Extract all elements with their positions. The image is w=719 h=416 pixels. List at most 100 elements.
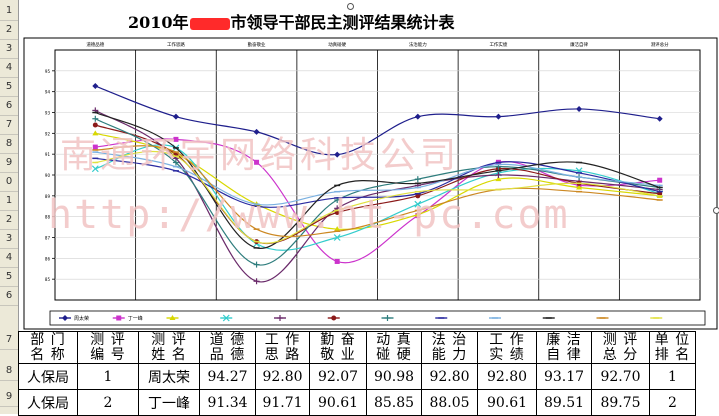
y-tick-label: 86 <box>45 256 51 261</box>
row-divider <box>0 77 18 78</box>
table-cell[interactable]: 90.61 <box>477 389 537 416</box>
series-0-point <box>656 115 663 122</box>
table-cell[interactable]: 92.80 <box>421 363 478 390</box>
series-0-point <box>62 315 68 321</box>
table-cell[interactable]: 88.05 <box>421 389 478 416</box>
y-tick-label: 89 <box>45 194 51 199</box>
row-number[interactable]: 6 <box>5 100 13 111</box>
series-3-point <box>222 314 230 322</box>
table-cell[interactable]: 92.07 <box>309 363 367 390</box>
row-number[interactable]: 8 <box>5 365 13 376</box>
series-7-line <box>95 157 660 208</box>
category-label: 法治能力 <box>409 41 427 48</box>
row-number[interactable]: 7 <box>5 334 13 345</box>
row-divider <box>0 115 18 116</box>
column-header[interactable]: 工 作实 绩 <box>477 331 537 364</box>
column-header[interactable]: 勤 奋敬 业 <box>309 331 367 364</box>
y-tick-label: 88 <box>45 215 51 220</box>
series-0-point <box>495 113 502 120</box>
title-prefix: 2010年 <box>128 13 189 32</box>
series-8-line <box>95 151 660 206</box>
row-number[interactable]: 0 <box>5 176 13 187</box>
table-row: 人保局 2 丁一峰 91.34 91.71 90.61 85.85 88.05 90.61 89.… <box>18 389 696 416</box>
column-header[interactable]: 测 评姓 名 <box>138 331 200 364</box>
column-header[interactable]: 测 评总 分 <box>591 331 650 364</box>
table-cell[interactable]: 人保局 <box>18 389 78 416</box>
table-cell[interactable]: 周太荣 <box>138 363 200 390</box>
y-tick-label: 85 <box>45 277 51 282</box>
row-divider <box>0 134 18 135</box>
table-cell[interactable]: 89.75 <box>591 389 650 416</box>
table-cell[interactable]: 89.51 <box>536 389 592 416</box>
y-tick-label: 93 <box>45 111 51 116</box>
row-header[interactable]: 1 2 3 4 5 6 7 8 9 0 1 2 3 4 5 6 7 8 9 <box>0 0 19 414</box>
row-divider <box>0 58 18 59</box>
row-divider <box>0 380 18 381</box>
row-number[interactable]: 1 <box>5 195 13 206</box>
row-number[interactable]: 2 <box>5 214 13 225</box>
table-cell[interactable]: 92.80 <box>477 363 537 390</box>
table-cell[interactable]: 92.80 <box>255 363 310 390</box>
row-number[interactable]: 4 <box>5 62 13 73</box>
series-0-line <box>95 85 660 156</box>
column-header[interactable]: 测 评编 号 <box>77 331 139 364</box>
series-0-point <box>576 105 583 112</box>
table-cell[interactable]: 2 <box>77 389 139 416</box>
table-cell[interactable]: 91.34 <box>199 389 256 416</box>
row-number[interactable]: 6 <box>5 290 13 301</box>
table-cell[interactable]: 91.71 <box>255 389 310 416</box>
legend-label: 丁一峰 <box>128 315 143 322</box>
row-number[interactable]: 9 <box>5 157 13 168</box>
table-cell[interactable]: 人保局 <box>18 363 78 390</box>
table-cell[interactable]: 94.27 <box>199 363 256 390</box>
row-divider <box>0 229 18 230</box>
series-3-line <box>95 144 660 251</box>
chart-resize-handle[interactable] <box>347 3 354 10</box>
row-number[interactable]: 2 <box>5 24 13 35</box>
column-header[interactable]: 部 门名 称 <box>18 331 78 364</box>
table-cell[interactable]: 90.98 <box>366 363 422 390</box>
row-divider <box>0 349 18 350</box>
y-tick-label: 94 <box>45 90 51 95</box>
column-header[interactable]: 廉 洁自 律 <box>536 331 592 364</box>
column-header[interactable]: 单 位排 名 <box>649 331 696 364</box>
table-cell[interactable]: 90.61 <box>309 389 367 416</box>
row-number[interactable]: 4 <box>5 252 13 263</box>
chart-resize-handle[interactable] <box>713 207 719 214</box>
table-cell[interactable]: 1 <box>77 363 139 390</box>
column-header[interactable]: 动 真碰 硬 <box>366 331 422 364</box>
y-tick-label: 87 <box>45 236 51 241</box>
title-suffix: 市领导干部民主测评结果统计表 <box>230 13 455 32</box>
column-header[interactable]: 法 治能 力 <box>421 331 478 364</box>
chart-area[interactable]: 85 86 87 88 89 90 91 92 93 94 95 道德品德 工作思路 勤奋敬业 动真碰硬 法治… <box>18 0 719 331</box>
chart-frame <box>23 37 718 330</box>
row-divider <box>0 406 18 407</box>
row-number[interactable]: 3 <box>5 43 13 54</box>
row-divider <box>0 210 18 211</box>
table-cell[interactable]: 85.85 <box>366 389 422 416</box>
row-number[interactable]: 5 <box>5 271 13 282</box>
category-label: 工作实绩 <box>489 41 507 48</box>
y-tick-label: 90 <box>45 173 51 178</box>
table-cell[interactable]: 92.70 <box>591 363 650 390</box>
row-number[interactable]: 9 <box>5 391 13 402</box>
table-cell[interactable]: 93.17 <box>536 363 592 390</box>
row-number[interactable]: 5 <box>5 81 13 92</box>
series-3-point <box>91 165 99 173</box>
table-cell[interactable]: 1 <box>649 363 696 390</box>
y-tick-label: 91 <box>45 152 51 157</box>
row-divider <box>0 286 18 287</box>
row-number[interactable]: 8 <box>5 138 13 149</box>
row-number[interactable]: 7 <box>5 119 13 130</box>
table-cell[interactable]: 2 <box>649 389 696 416</box>
row-number[interactable]: 1 <box>5 5 13 16</box>
series-0-point <box>253 128 260 135</box>
y-tick-label: 92 <box>45 131 51 136</box>
row-divider <box>0 20 18 21</box>
series-0-point <box>92 83 99 90</box>
column-header[interactable]: 工 作思 路 <box>255 331 310 364</box>
row-number[interactable]: 3 <box>5 233 13 244</box>
table-cell[interactable]: 丁一峰 <box>138 389 200 416</box>
series-2-point <box>495 176 502 182</box>
column-header[interactable]: 道 德品 德 <box>199 331 256 364</box>
